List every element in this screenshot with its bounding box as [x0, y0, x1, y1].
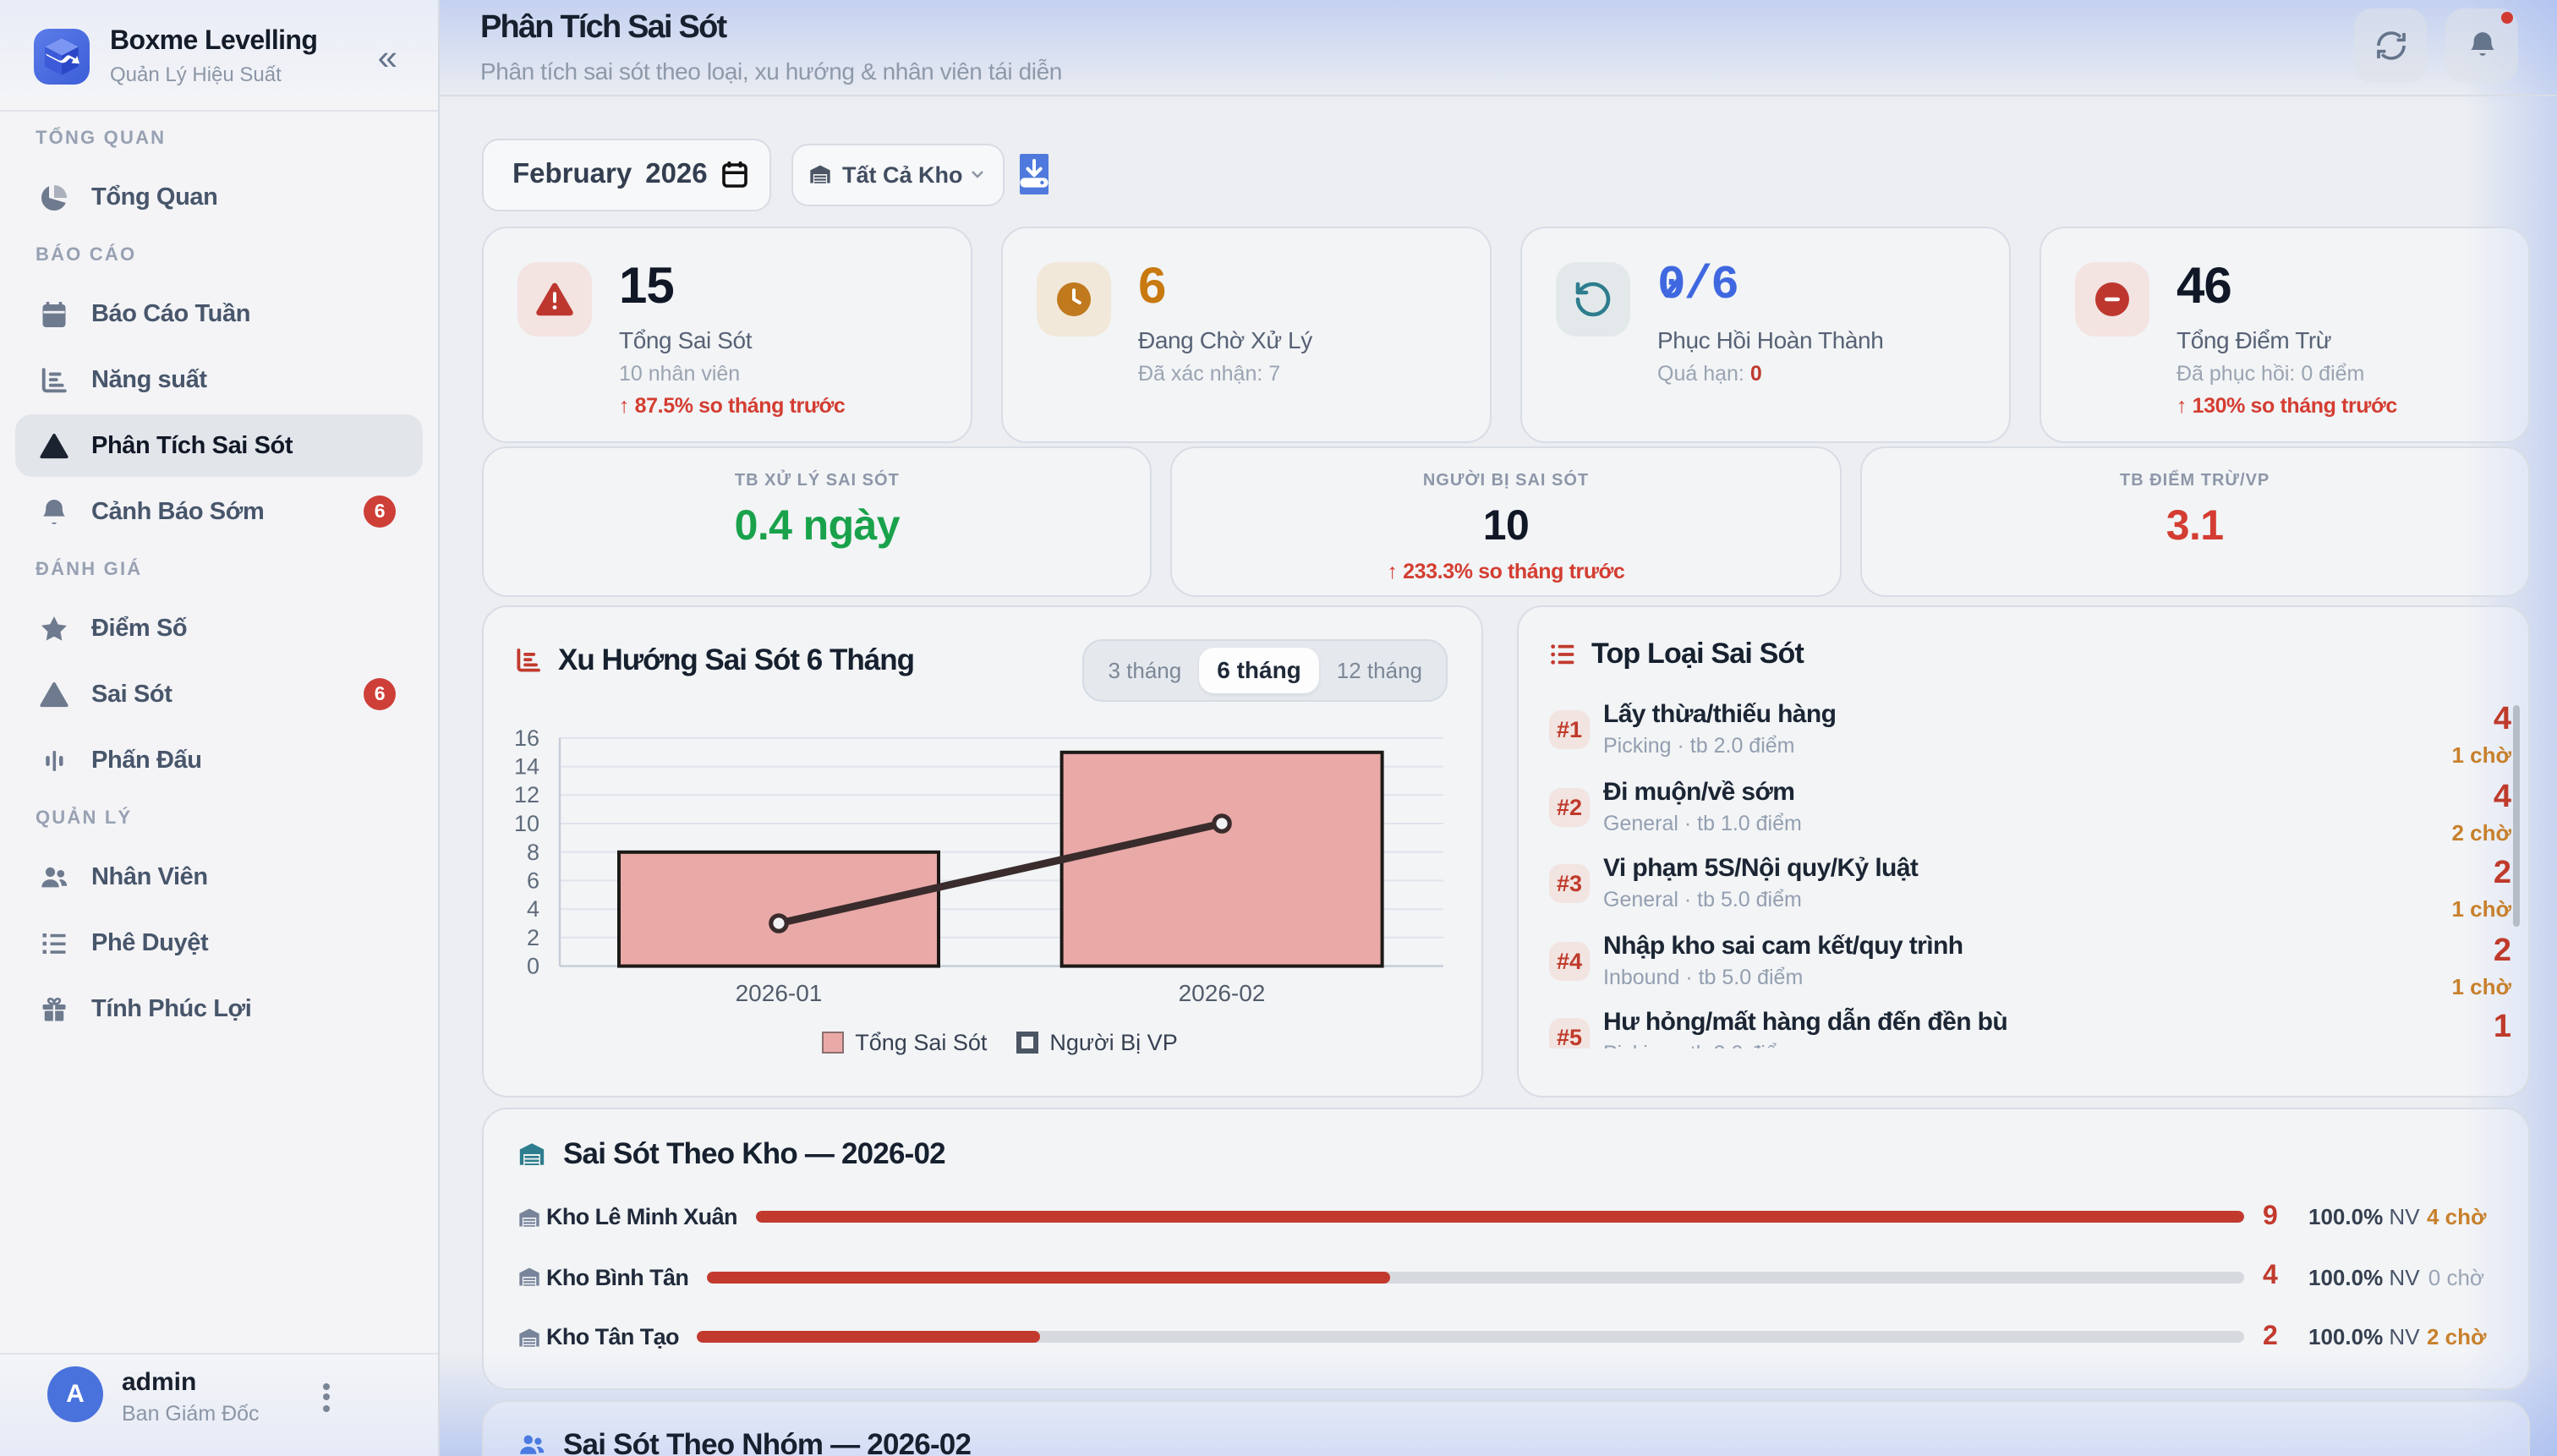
svg-text:2026-01: 2026-01 [736, 980, 823, 1006]
svg-text:10: 10 [514, 811, 539, 836]
svg-text:6: 6 [527, 868, 539, 893]
svg-text:16: 16 [514, 725, 539, 751]
svg-text:2026-02: 2026-02 [1179, 980, 1266, 1006]
svg-text:8: 8 [527, 840, 539, 865]
svg-text:12: 12 [514, 782, 539, 807]
svg-text:2: 2 [527, 925, 539, 950]
svg-text:0: 0 [527, 954, 539, 979]
svg-text:4: 4 [527, 896, 539, 922]
svg-text:14: 14 [514, 754, 539, 780]
